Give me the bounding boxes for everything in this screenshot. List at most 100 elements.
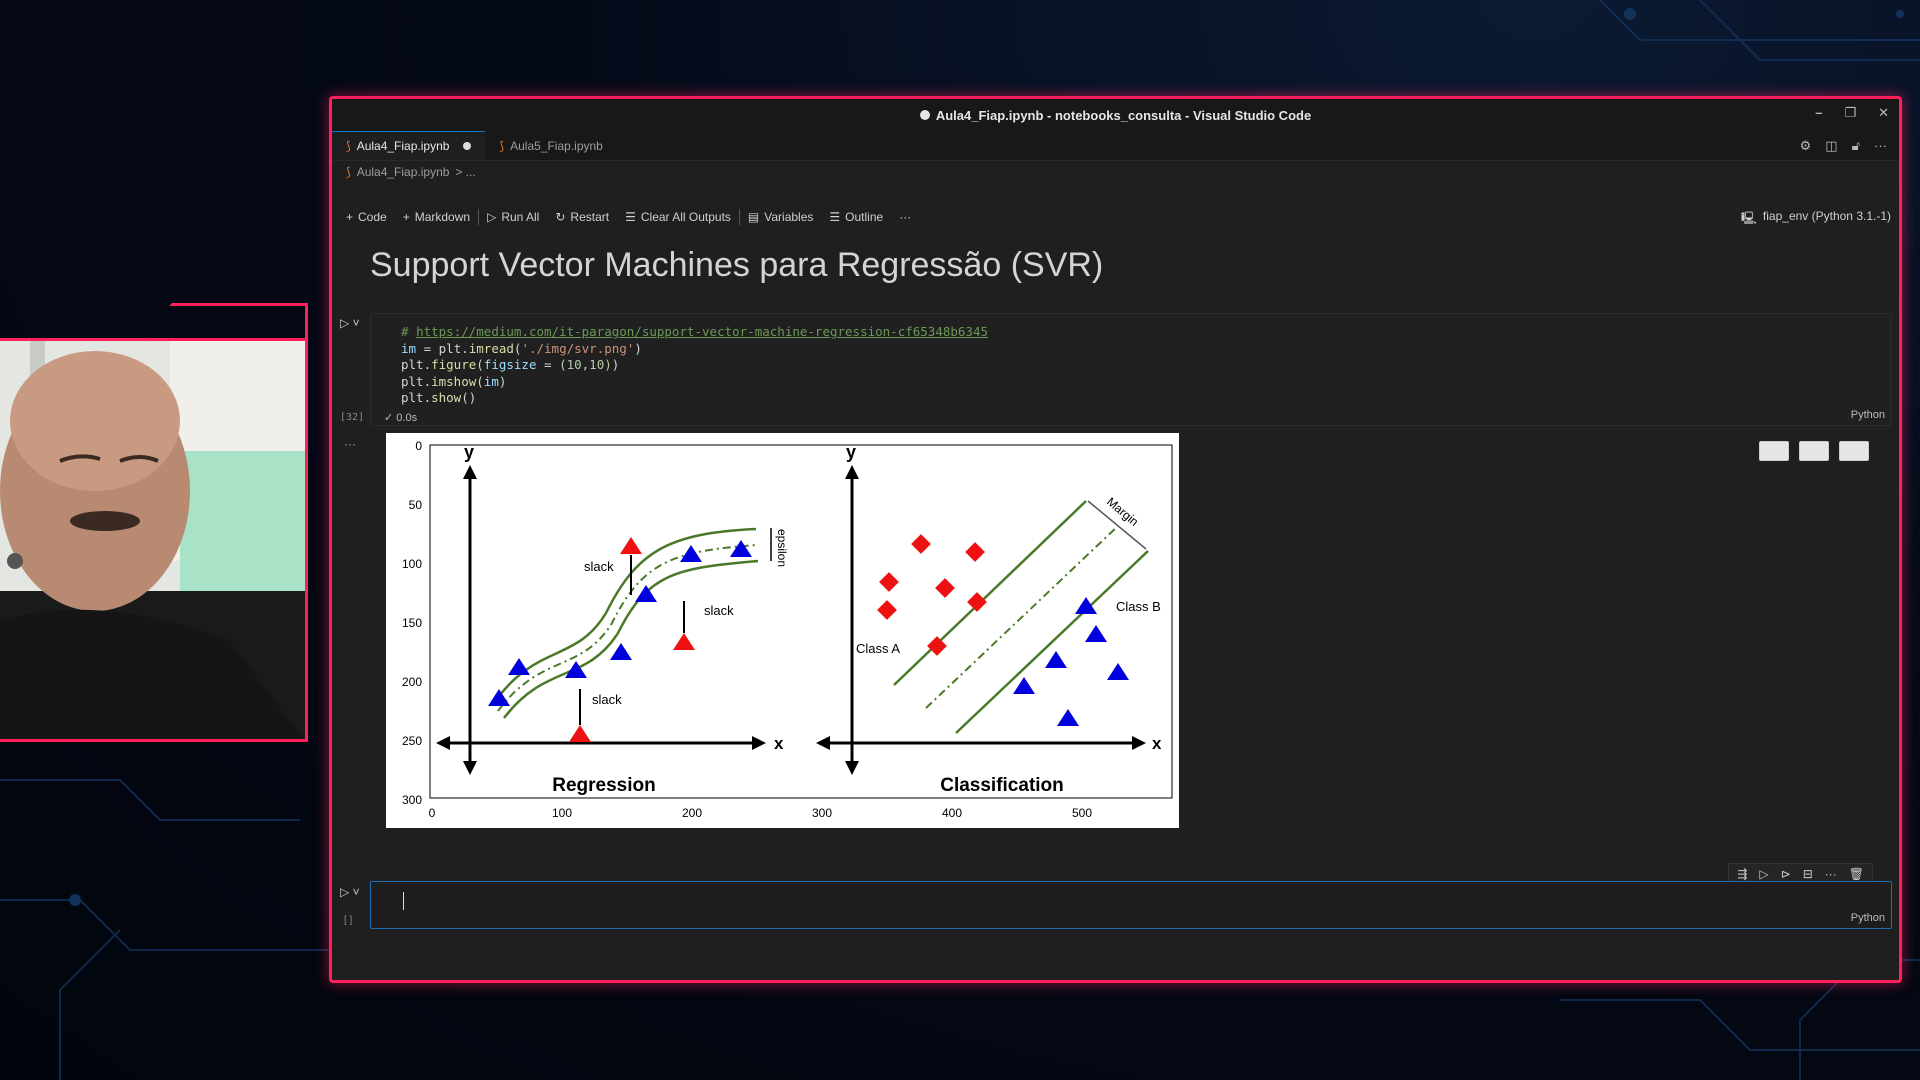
notebook-icon: ⟆ [499,138,505,153]
cell-more-icon[interactable]: ··· [1824,867,1837,881]
kernel-label: fiap_env (Python 3.1.-1) [1762,209,1891,223]
execution-count: [32] [340,412,365,423]
class-b-triangle [1075,597,1097,614]
markdown-heading: Support Vector Machines para Regressão (… [370,246,1104,284]
arrow-head [845,761,859,775]
breadcrumb: ⟆ Aula4_Fiap.ipynb > ... [332,161,1899,183]
class-b-triangle [1085,625,1107,642]
save-output-button[interactable] [1839,441,1869,461]
code-token: (10,10) [559,357,612,373]
editor-tab-bar: ⟆ Aula4_Fiap.ipynb ⟆ Aula5_Fiap.ipynb ⚙ … [332,131,1899,161]
slack-label: slack [584,559,614,574]
margin-boundary [893,500,1087,686]
minimize-icon[interactable]: – [1815,105,1823,120]
code-token: figsize [483,357,537,373]
lock-icon[interactable]: 🔓︎ [1851,138,1860,153]
empty-cell-bracket: [ ] [344,915,353,926]
outline-button[interactable]: ☰ Outline [821,210,891,224]
more-actions-icon[interactable]: ··· [1874,138,1887,153]
empty-code-cell[interactable]: Python [370,881,1892,929]
restart-icon: ↻ [555,210,566,224]
modified-dot-icon [463,142,472,150]
split-cell-icon[interactable]: ⊟ [1802,867,1813,881]
notebook-toolbar: + Code + Markdown ▷ Run All ↻ Restart ☰ Clear… [332,197,1899,237]
x-tick: 200 [682,806,702,820]
code-cell[interactable]: # https://medium.com/it-paragon/support-… [370,313,1892,426]
cell-language[interactable]: Python [1850,409,1885,421]
copy-output-button[interactable] [1759,441,1789,461]
tab-aula5[interactable]: ⟆ Aula5_Fiap.ipynb [485,131,616,160]
variables-button[interactable]: ▤ Variables [740,210,821,224]
x-tick: 300 [812,806,832,820]
code-url-link[interactable]: https://medium.com/it-paragon/support-ve… [416,324,989,339]
figure-axes-frame [429,444,1173,799]
arrow-head [845,465,859,479]
code-token: './img/svr.png' [521,340,635,356]
code-token: figure [431,357,477,373]
x-tick: 0 [429,806,436,820]
delete-cell-icon[interactable]: 🗑︎ [1848,867,1864,881]
notebook-icon: ⟆ [346,165,351,179]
run-below-icon[interactable]: ⊳ [1780,867,1791,881]
regression-title: Regression [552,775,655,796]
kernel-picker[interactable]: 🖳︎ fiap_env (Python 3.1.-1) [1741,209,1891,230]
run-cell-icon[interactable]: ▷ [1759,867,1769,881]
code-token: plt. [401,357,432,373]
arrow-head [463,761,477,775]
svr-figure-svg: 0 50 100 150 200 250 300 0 100 200 300 4… [402,439,1173,820]
output-more-icon[interactable]: ··· [344,437,356,451]
outline-label: Outline [845,210,884,224]
execute-above-icon[interactable]: ⇶ [1737,867,1748,881]
decision-boundary [925,525,1119,709]
data-point-triangle [610,643,632,660]
data-point-triangle [508,658,530,675]
cell-language[interactable]: Python [1850,912,1885,924]
add-markdown-button[interactable]: + Markdown [395,210,478,224]
clear-outputs-button[interactable]: ☰ Clear All Outputs [617,210,739,224]
arrow-head [436,736,450,750]
y-tick: 50 [409,498,423,512]
notebook-icon: ⟆ [346,139,351,153]
run-all-label: Run All [501,210,540,224]
toolbar-more-button[interactable]: ··· [899,210,912,224]
outlier-triangle [620,537,642,554]
breadcrumb-file[interactable]: Aula4_Fiap.ipynb [356,165,450,179]
close-icon[interactable]: ✕ [1878,105,1889,120]
webcam-feed [0,338,308,742]
code-editor[interactable]: # https://medium.com/it-paragon/support-… [401,324,989,406]
class-a-label: Class A [856,641,900,656]
restart-button[interactable]: ↻ Restart [547,210,617,224]
gear-icon[interactable]: ⚙ [1799,138,1812,153]
run-all-button[interactable]: ▷ Run All [479,210,547,224]
play-icon: ▷ [487,210,497,224]
split-editor-icon[interactable]: ◫ [1825,138,1838,153]
tab-aula4[interactable]: ⟆ Aula4_Fiap.ipynb [332,131,486,160]
data-point-triangle [730,540,752,557]
run-empty-cell-button[interactable]: ▷ ˅ [340,885,360,899]
code-token: = plt. [416,340,469,356]
arrow-head [1132,736,1146,750]
y-axis-label: y [464,442,474,462]
x-tick: 100 [552,806,572,820]
breadcrumb-rest[interactable]: > ... [455,165,476,179]
arrow-head [463,465,477,479]
code-token: im [483,373,499,389]
execution-time-value: 0.0s [396,412,418,424]
plot-viewer-button[interactable] [1799,441,1829,461]
data-point-triangle [488,689,510,706]
unsaved-dot-icon [919,110,930,120]
x-tick: 500 [1072,806,1092,820]
add-code-label: Code [358,210,387,224]
add-code-button[interactable]: + Code [338,210,395,224]
outline-icon: ☰ [829,210,841,224]
tab-label: Aula5_Fiap.ipynb [510,138,603,153]
data-point-triangle [635,585,657,602]
class-b-triangle [1045,651,1067,668]
code-token: imshow [431,373,477,389]
check-icon: ✓ [384,412,397,424]
class-b-label: Class B [1116,599,1161,614]
restore-icon[interactable]: ❐ [1844,105,1857,120]
lower-epsilon-tube [503,559,759,719]
clear-icon: ☰ [625,210,636,224]
run-cell-button[interactable]: ▷ ˅ [340,316,360,330]
